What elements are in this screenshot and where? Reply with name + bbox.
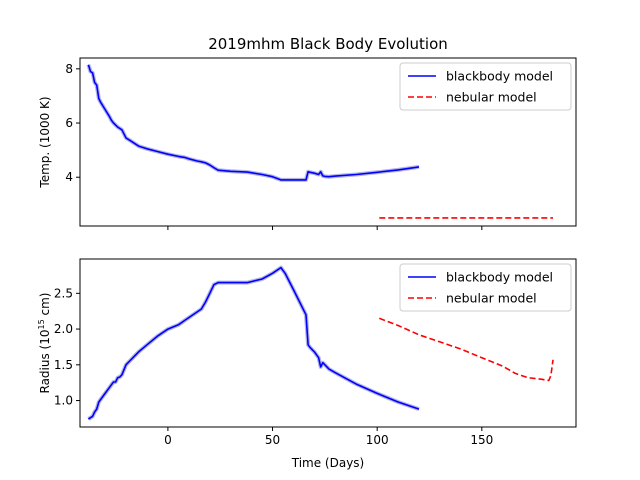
y-tick-label: 1.5 [54,358,73,372]
plot-area [87,265,554,421]
legend-frame [399,263,572,312]
y-tick-label: 1.0 [54,394,73,408]
axes-frame [79,258,577,428]
y-axis-label: Radius (1015 cm) [37,293,52,394]
y-tick-label: 2.0 [54,322,73,336]
x-tick-label: 150 [470,433,493,447]
legend-blackbody-label: blackbody model [446,270,553,285]
temperature-panel: 4 6 8 Temp. (1000 K) blackbody model nebular … [38,57,577,230]
legend: blackbody model nebular model [399,62,572,111]
chart-title: 2019mhm Black Body Evolution [208,35,448,53]
legend-nebular-label: nebular model [446,90,537,105]
legend: blackbody model nebular model [399,263,572,312]
blackbody-model-line [87,64,420,181]
x-tick-label: 50 [265,433,280,447]
blackbody-model-line [87,266,420,420]
y-tick-label: 2.5 [54,286,73,300]
y-tick-label: 4 [65,170,73,184]
axes-frame [79,57,577,227]
legend-frame [399,62,572,111]
plot-area [86,64,553,219]
legend-nebular-label: nebular model [446,291,537,306]
x-axis-label: Time (Days) [291,456,365,470]
nebular-model-line [379,317,554,382]
y-tick-label: 8 [65,62,73,76]
y-tick-label: 6 [65,116,73,130]
x-tick-label: 0 [164,433,172,447]
y-axis-label: Temp. (1000 K) [38,96,52,188]
x-tick-label: 100 [366,433,389,447]
legend-blackbody-label: blackbody model [446,69,553,84]
